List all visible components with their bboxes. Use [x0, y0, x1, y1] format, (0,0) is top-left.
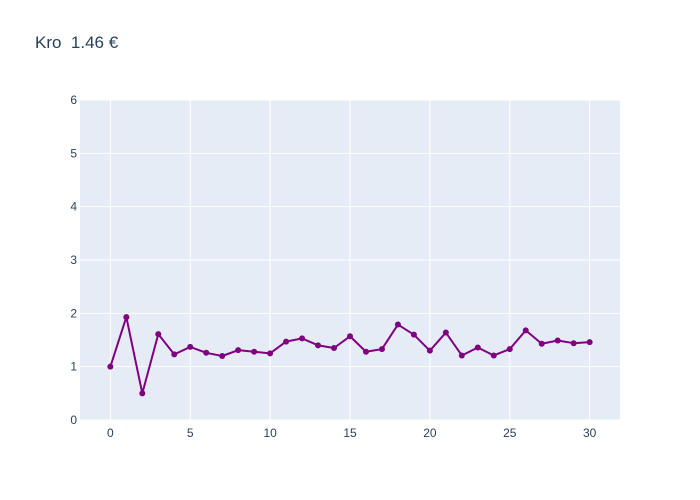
series-layer	[107, 314, 593, 397]
x-tick-label: 0	[107, 426, 114, 440]
data-point	[394, 321, 401, 328]
y-tick-label: 3	[70, 253, 77, 267]
data-point	[410, 331, 417, 338]
data-point	[586, 339, 593, 346]
axis-tick-labels: 0 5 10 15 20 25 30 0 1 2 3 4 5 6	[70, 93, 596, 440]
data-point	[490, 352, 497, 359]
data-point	[426, 347, 433, 354]
y-tick-label: 0	[70, 413, 77, 427]
chart-title: Kro 1.46 €	[35, 33, 119, 52]
data-point	[315, 342, 322, 349]
y-tick-label: 4	[70, 200, 77, 214]
data-point	[538, 340, 545, 347]
data-point	[187, 343, 194, 350]
data-point	[267, 350, 274, 357]
data-point	[155, 331, 162, 338]
x-tick-label: 20	[423, 426, 437, 440]
y-tick-label: 1	[70, 360, 77, 374]
grid-lines	[80, 99, 620, 421]
data-point	[554, 337, 561, 344]
y-tick-label: 2	[70, 306, 77, 320]
data-point	[203, 349, 210, 356]
data-point	[522, 327, 529, 334]
data-point	[235, 347, 242, 354]
data-point	[458, 352, 465, 359]
data-point	[107, 363, 114, 370]
x-tick-label: 25	[503, 426, 517, 440]
data-point	[251, 348, 258, 355]
data-point	[506, 346, 513, 353]
data-point	[570, 340, 577, 347]
x-tick-label: 10	[263, 426, 277, 440]
data-point	[139, 390, 146, 397]
data-point	[299, 335, 306, 342]
data-point	[474, 344, 481, 351]
y-tick-label: 5	[70, 146, 77, 160]
x-tick-label: 5	[187, 426, 194, 440]
data-point	[283, 338, 290, 345]
data-point	[347, 333, 353, 340]
data-point	[331, 345, 338, 351]
y-tick-label: 6	[70, 93, 77, 107]
data-point	[219, 353, 226, 359]
data-point	[442, 329, 449, 336]
data-point	[378, 346, 385, 353]
x-tick-label: 15	[343, 426, 357, 440]
data-point	[362, 348, 369, 355]
x-tick-label: 30	[583, 426, 597, 440]
data-point	[171, 351, 178, 358]
data-point	[123, 314, 130, 321]
